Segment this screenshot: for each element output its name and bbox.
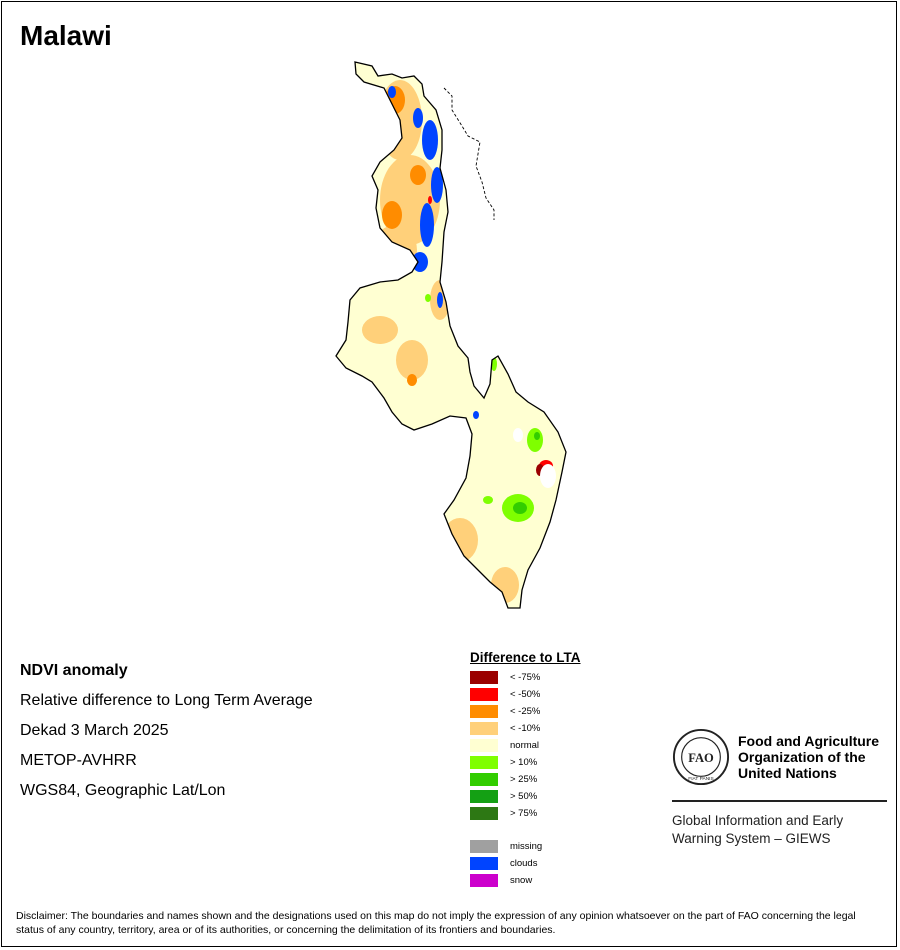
- legend-classes: < -75% < -50% < -25% < -10% normal > 10% > 25%…: [470, 669, 650, 822]
- fao-name-line: Organization of the: [738, 749, 866, 765]
- legend-item: normal: [470, 737, 650, 754]
- legend-item: > 75%: [470, 805, 650, 822]
- legend-swatch: [470, 705, 498, 718]
- legend-swatch: [470, 739, 498, 752]
- legend-label: > 25%: [510, 774, 538, 785]
- legend-label: < -75%: [510, 672, 541, 683]
- legend-swatch: [470, 857, 498, 870]
- fao-logo-icon: FAO FIAT PANIS: [672, 728, 730, 786]
- legend-item: snow: [470, 872, 650, 889]
- map-title: Malawi: [20, 20, 112, 51]
- legend-swatch: [470, 807, 498, 820]
- legend-label: < -50%: [510, 689, 541, 700]
- legend-label: clouds: [510, 858, 538, 869]
- giews-line: Global Information and Early: [672, 813, 844, 828]
- disclaimer: Disclaimer: The boundaries and names sho…: [16, 910, 856, 936]
- legend-label: > 10%: [510, 757, 538, 768]
- legend-item: > 10%: [470, 754, 650, 771]
- legend-swatch: [470, 840, 498, 853]
- giews-line: Warning System – GIEWS: [672, 831, 831, 846]
- svg-text:FAO: FAO: [688, 751, 714, 765]
- legend-item: > 25%: [470, 771, 650, 788]
- svg-text:FIAT PANIS: FIAT PANIS: [688, 776, 714, 782]
- legend-item: < -25%: [470, 703, 650, 720]
- legend-item: missing: [470, 838, 650, 855]
- legend-swatch: [470, 773, 498, 786]
- giews-label: Global Information and Early Warning Sys…: [672, 812, 888, 848]
- legend-swatch: [470, 790, 498, 803]
- fao-name-line: United Nations: [738, 765, 837, 781]
- fao-name: Food and Agriculture Organization of the…: [738, 733, 879, 781]
- fao-name-line: Food and Agriculture: [738, 733, 880, 749]
- map-legend: Difference to LTA < -75% < -50% < -25% < -1…: [470, 650, 650, 889]
- legend-other: missing clouds snow: [470, 838, 650, 889]
- fao-divider: [672, 800, 887, 802]
- legend-label: > 50%: [510, 791, 538, 802]
- legend-item: < -50%: [470, 686, 650, 703]
- legend-label: > 75%: [510, 808, 538, 819]
- legend-swatch: [470, 722, 498, 735]
- legend-label: snow: [510, 875, 533, 886]
- legend-item: clouds: [470, 855, 650, 872]
- legend-label: < -10%: [510, 723, 541, 734]
- fao-branding: FAO FIAT PANIS Food and Agriculture Orga…: [672, 728, 888, 848]
- legend-item: < -10%: [470, 720, 650, 737]
- sensor-label: METOP-AVHRR: [20, 752, 137, 769]
- ndvi-raster: [336, 62, 566, 608]
- projection-label: WGS84, Geographic Lat/Lon: [20, 782, 226, 799]
- legend-title: Difference to LTA: [470, 650, 581, 665]
- map-info: NDVI anomaly Relative difference to Long…: [20, 656, 313, 806]
- legend-swatch: [470, 874, 498, 887]
- legend-swatch: [470, 671, 498, 684]
- legend-swatch: [470, 688, 498, 701]
- period-label: Dekad 3 March 2025: [20, 722, 169, 739]
- legend-label: missing: [510, 841, 543, 852]
- legend-label: normal: [510, 740, 540, 751]
- lake-shoreline: [443, 87, 495, 220]
- legend-item: > 50%: [470, 788, 650, 805]
- product-description: Relative difference to Long Term Average: [20, 692, 313, 709]
- country-map: [320, 55, 580, 615]
- product-title: NDVI anomaly: [20, 662, 128, 679]
- legend-swatch: [470, 756, 498, 769]
- legend-item: < -75%: [470, 669, 650, 686]
- legend-label: < -25%: [510, 706, 541, 717]
